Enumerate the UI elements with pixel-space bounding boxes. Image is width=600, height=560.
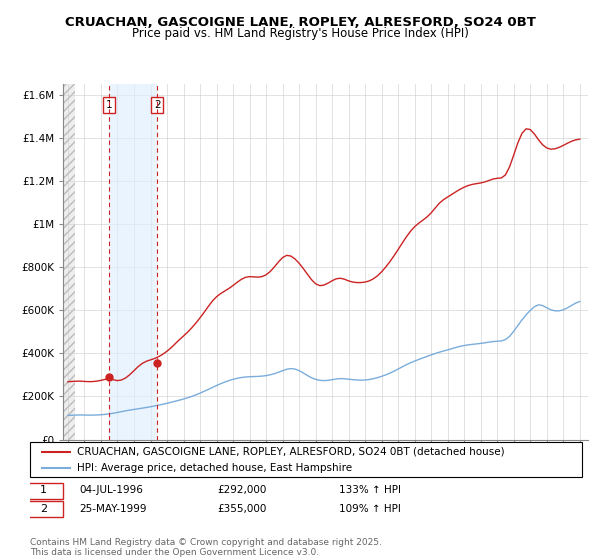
Text: £355,000: £355,000: [218, 504, 267, 514]
Text: 04-JUL-1996: 04-JUL-1996: [80, 486, 143, 495]
FancyBboxPatch shape: [30, 442, 582, 477]
Text: 2: 2: [154, 100, 160, 110]
Text: HPI: Average price, detached house, East Hampshire: HPI: Average price, detached house, East…: [77, 463, 352, 473]
Text: CRUACHAN, GASCOIGNE LANE, ROPLEY, ALRESFORD, SO24 0BT: CRUACHAN, GASCOIGNE LANE, ROPLEY, ALRESF…: [65, 16, 535, 29]
Text: £292,000: £292,000: [218, 486, 267, 495]
Text: 1: 1: [40, 486, 47, 495]
Text: 133% ↑ HPI: 133% ↑ HPI: [339, 486, 401, 495]
FancyBboxPatch shape: [25, 501, 63, 517]
Bar: [109, 84, 157, 440]
Text: Price paid vs. HM Land Registry's House Price Index (HPI): Price paid vs. HM Land Registry's House …: [131, 27, 469, 40]
Text: CRUACHAN, GASCOIGNE LANE, ROPLEY, ALRESFORD, SO24 0BT (detached house): CRUACHAN, GASCOIGNE LANE, ROPLEY, ALRESF…: [77, 447, 505, 457]
Text: 1: 1: [106, 100, 113, 110]
Text: Contains HM Land Registry data © Crown copyright and database right 2025.
This d: Contains HM Land Registry data © Crown c…: [30, 538, 382, 557]
Text: 2: 2: [40, 504, 47, 514]
FancyBboxPatch shape: [25, 483, 63, 499]
Text: 25-MAY-1999: 25-MAY-1999: [80, 504, 147, 514]
Bar: [63, 84, 76, 440]
Text: 109% ↑ HPI: 109% ↑ HPI: [339, 504, 401, 514]
